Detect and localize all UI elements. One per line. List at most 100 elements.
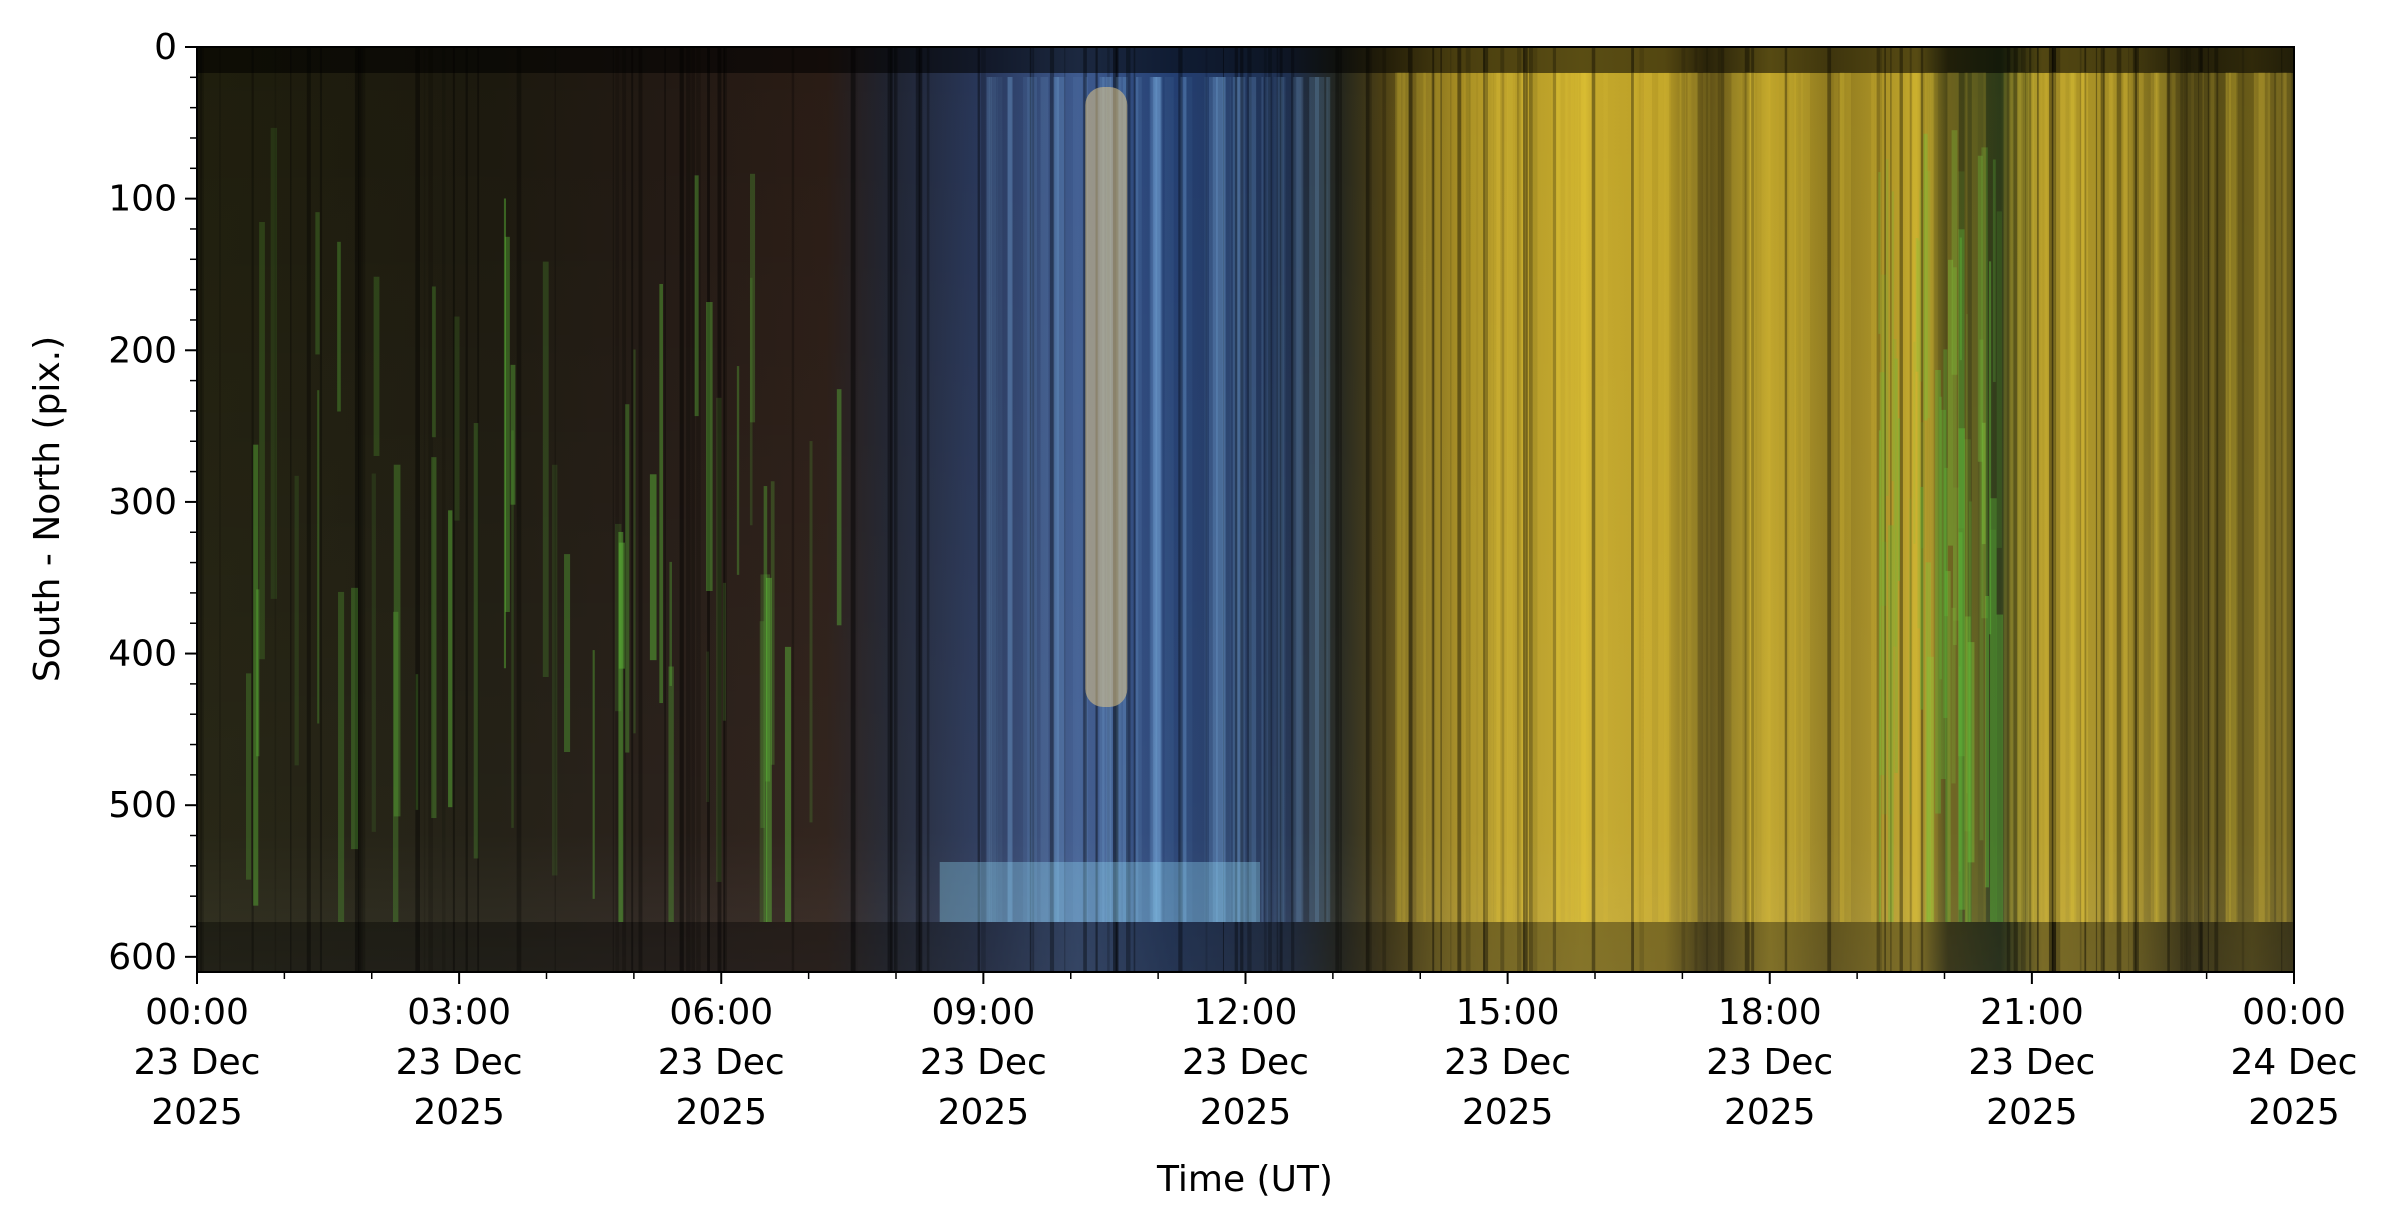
x-tick-label: 21:00 [1980,992,2084,1033]
streak-dark [1876,47,1881,972]
streak-green [1888,525,1894,922]
streak-green [1913,341,1916,544]
streak-blue [1149,77,1152,922]
streak-yellow [1746,72,1757,922]
x-tick-label: 12:00 [1194,992,1298,1033]
x-axis: 00:00 23 Dec 2025 03:00 23 Dec 2025 06:00 23 De… [134,972,2358,1133]
streak-yellow [2253,72,2265,922]
streak-dark [2241,47,2245,972]
streak-green [1909,498,1912,815]
streak-green [1964,439,1971,832]
y-tick-label: 300 [108,482,177,523]
streak-green [1957,171,1965,529]
streak-dark [1827,47,1832,972]
streak-yellow [1581,72,1586,922]
streak-dark [354,47,360,972]
streak-dark [1222,47,1224,972]
streak-green [1979,339,1984,841]
streak-yellow [1746,72,1751,922]
streak-yellow [1574,72,1580,922]
x-tick-label: 03:00 [407,992,511,1033]
streak-dark [631,47,634,972]
streak-yellow [2032,72,2038,922]
streak-yellow [1406,72,1410,922]
streak-dark [319,47,323,972]
streak-yellow [1924,72,1934,922]
streak-dark [415,47,420,972]
streak-dark [2036,47,2039,972]
x-tick-label: 06:00 [669,992,773,1033]
x-tick-label: 23 Dec [1182,1042,1309,1083]
streak-dark [1276,47,1279,972]
streak-blue [1216,77,1226,922]
streak-dark [1029,47,1032,972]
streak-green [551,464,558,876]
streak-green [736,366,740,575]
y-axis-label: South - North (pix.) [27,336,68,682]
streak-green [694,175,699,417]
streak-yellow [1564,72,1572,922]
streak-yellow [1694,72,1698,922]
streak-yellow [2017,72,2023,922]
streak-green [1966,314,1969,794]
streak-blue [1208,77,1218,922]
streak-green [1893,339,1897,647]
streak-dark [856,47,858,972]
streak-yellow [1839,72,1842,922]
streak-yellow [1789,72,1797,922]
streak-yellow [1580,72,1589,922]
streak-yellow [1416,72,1426,922]
streak-green [1952,487,1960,621]
streak-dark [2079,47,2082,972]
streak-green [749,277,753,526]
streak-dark [2100,47,2105,972]
streak-blue [1326,77,1331,922]
streak-green [504,236,510,613]
streak-blue [1155,77,1163,922]
x-tick-label: 24 Dec [2231,1042,2358,1083]
streak-dark [2183,47,2188,972]
streak-dark [1382,47,1387,972]
streak-yellow [1977,72,1986,922]
streak-yellow [2080,72,2086,922]
streak-yellow [2052,72,2056,922]
streak-yellow [1532,72,1538,922]
streak-dark [1899,47,1903,972]
streak-yellow [1465,72,1477,922]
streak-dark [890,47,893,972]
streak-yellow [2170,72,2176,922]
streak-yellow [1512,72,1519,922]
x-tick-label: 2025 [1986,1092,2078,1133]
streak-dark [664,47,666,972]
streak-cyan-base [939,862,1261,922]
streak-dark [1234,47,1238,972]
streak-dark [1552,47,1557,972]
streak-dark [1339,47,1342,972]
streak-dark [290,47,292,972]
streak-yellow [1685,72,1692,922]
streak-green [1981,147,1988,619]
streak-yellow [2225,72,2228,922]
x-tick-label: 23 Dec [920,1042,1047,1083]
streak-green [511,430,514,828]
streak-yellow [2150,72,2160,922]
streak-yellow [2085,72,2089,922]
x-tick-label: 2025 [413,1092,505,1133]
streak-blue [1222,77,1231,922]
streak-green [1917,240,1920,629]
streak-yellow [2228,72,2239,922]
streak-yellow [1578,72,1586,922]
streak-yellow [1397,72,1409,922]
streak-green [1920,422,1925,549]
streak-dark [707,47,710,972]
streak-yellow [2258,72,2271,922]
streak-green [1940,409,1946,780]
streak-dark [1744,47,1750,972]
streak-yellow [2187,72,2194,922]
streak-dark [2214,47,2219,972]
keogram-top-band [197,47,2294,73]
streak-green [448,510,453,808]
streak-dark [516,47,522,972]
streak-blue [1135,77,1142,922]
